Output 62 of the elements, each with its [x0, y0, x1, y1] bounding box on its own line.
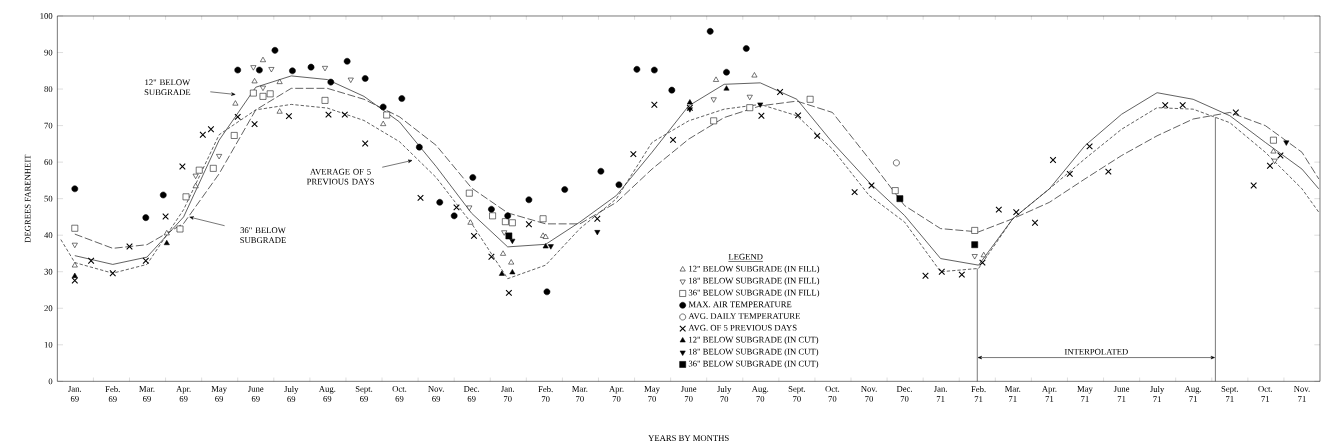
- x-tick-label: Apr. 70: [609, 386, 624, 402]
- legend-label: MAX. AIR TEMPERATURE: [688, 301, 792, 308]
- x-tick-label: Feb. 70: [538, 386, 553, 403]
- annotation: 12" BELOW SUBGRADE: [144, 79, 191, 96]
- legend-label: 18" BELOW SUBGRADE (IN FILL): [689, 277, 820, 286]
- y-tick-label: 0: [48, 378, 53, 385]
- y-tick-label: 100: [40, 13, 53, 20]
- legend-label: 18" BELOW SUBGRADE (IN CUT): [689, 348, 819, 357]
- legend-label: 36" BELOW SUBGRADE (IN FILL): [688, 289, 820, 298]
- y-tick-label: 60: [44, 159, 53, 166]
- x-tick-label: Feb. 69: [105, 386, 120, 403]
- x-tick-label: Mar. 69: [139, 386, 155, 402]
- y-tick-label: 70: [44, 122, 53, 129]
- y-axis-title: DEGREES FARENHEIT: [24, 154, 31, 243]
- x-tick-label: Dec. 69: [463, 386, 480, 402]
- y-tick-label: 50: [44, 195, 53, 202]
- x-tick-label: Sept. 71: [1221, 386, 1238, 402]
- x-tick-label: May 71: [1077, 386, 1093, 402]
- x-tick-label: June 69: [248, 386, 264, 402]
- x-tick-label: Nov. 70: [861, 386, 877, 402]
- x-tick-label: July 71: [1150, 386, 1165, 403]
- x-tick-label: Jan. 70: [501, 386, 514, 402]
- x-tick-label: Apr. 69: [176, 386, 191, 402]
- y-tick-label: 80: [44, 86, 53, 93]
- legend-label: 12" BELOW SUBGRADE (IN FILL): [689, 265, 820, 274]
- x-axis-title: YEARS BY MONTHS: [648, 435, 729, 442]
- x-tick-label: May 69: [211, 386, 227, 402]
- legend-label: AVG. DAILY TEMPERATURE: [688, 313, 800, 320]
- x-tick-label: May 70: [644, 386, 660, 402]
- x-tick-label: July 69: [284, 386, 299, 403]
- annotation: AVERAGE OF 5 PREVIOUS DAYS: [306, 169, 374, 185]
- legend-title: LEGEND: [728, 254, 763, 260]
- annotation: 36" BELOW SUBGRADE: [240, 227, 286, 244]
- x-tick-label: Sept. 70: [788, 386, 806, 402]
- y-tick-label: 40: [44, 232, 53, 239]
- y-tick-label: 10: [44, 342, 53, 348]
- y-tick-label: 30: [44, 269, 53, 275]
- x-tick-label: Oct. 70: [825, 386, 840, 402]
- x-tick-label: Aug. 69: [318, 386, 336, 402]
- y-tick-label: 20: [44, 305, 53, 312]
- x-tick-label: Aug. 71: [1184, 386, 1202, 402]
- annotation: INTERPOLATED: [1064, 349, 1128, 355]
- x-tick-label: Jan. 71: [933, 386, 947, 402]
- x-tick-label: Aug. 70: [751, 386, 769, 402]
- x-tick-label: Dec. 70: [896, 386, 912, 402]
- x-tick-label: Jan. 69: [68, 386, 82, 402]
- x-tick-label: Mar. 70: [572, 386, 588, 402]
- x-tick-label: Feb. 71: [971, 386, 986, 403]
- x-tick-label: Sept. 69: [355, 386, 373, 402]
- x-tick-label: June 70: [680, 386, 697, 402]
- x-tick-label: Nov. 69: [428, 386, 444, 402]
- x-tick-label: Oct. 71: [1258, 386, 1273, 402]
- legend-label: AVG. OF 5 PREVIOUS DAYS: [688, 325, 797, 331]
- x-tick-label: June 71: [1113, 386, 1130, 402]
- y-tick-label: 90: [44, 49, 53, 56]
- x-tick-label: Apr. 71: [1041, 386, 1057, 402]
- x-tick-label: Mar. 71: [1004, 386, 1021, 402]
- legend-label: 36" BELOW SUBGRADE (IN CUT): [688, 360, 819, 369]
- x-tick-label: Nov. 71: [1293, 386, 1310, 402]
- x-tick-label: Oct. 69: [392, 386, 407, 402]
- legend-label: 12" BELOW SUBGRADE (IN CUT): [689, 336, 819, 345]
- x-tick-label: July 70: [717, 386, 732, 403]
